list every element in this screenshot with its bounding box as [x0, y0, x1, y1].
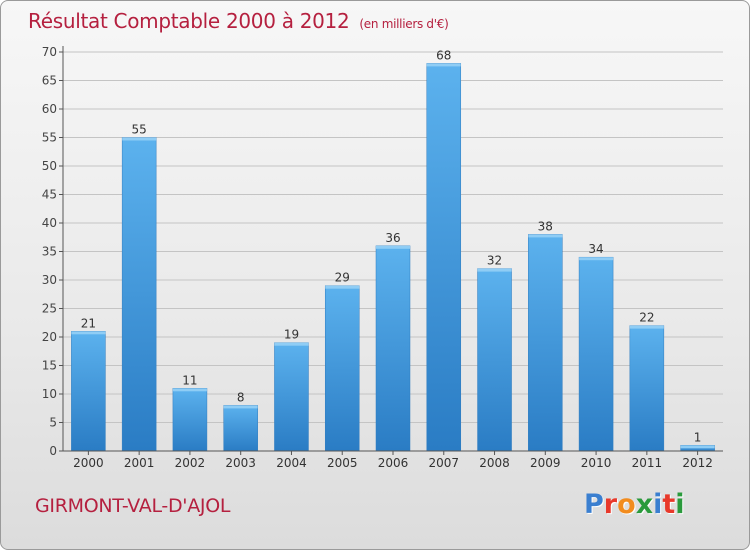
- proxiti-logo: Proxiti: [584, 489, 685, 520]
- bar-value-label: 68: [436, 48, 451, 62]
- bar-top-highlight: [325, 285, 360, 289]
- x-tick-label: 2000: [73, 456, 104, 470]
- logo-letter: o: [617, 489, 636, 520]
- bar-value-label: 34: [588, 242, 603, 256]
- x-tick-label: 2008: [479, 456, 510, 470]
- y-tick-label: 10: [42, 387, 57, 401]
- bar-2001: [121, 137, 157, 452]
- y-tick-label: 50: [42, 159, 57, 173]
- y-tick-label: 55: [42, 131, 57, 145]
- y-tick-label: 35: [42, 245, 57, 259]
- bar-value-label: 36: [385, 231, 400, 245]
- bar-2011: [629, 325, 665, 452]
- y-tick-label: 15: [42, 359, 57, 373]
- bar-2007: [426, 63, 462, 452]
- bar-top-highlight: [629, 325, 664, 329]
- y-tick-label: 0: [49, 444, 57, 458]
- x-tick-label: 2010: [581, 456, 612, 470]
- x-tick-label: 2004: [276, 456, 307, 470]
- bar-2000: [71, 331, 106, 452]
- chart-subtitle: (en milliers d'€): [359, 17, 449, 31]
- logo-letter: i: [675, 489, 685, 520]
- y-tick-label: 40: [42, 216, 57, 230]
- bar-2010: [578, 256, 614, 452]
- bar-2004: [274, 342, 309, 452]
- bar-2008: [477, 268, 512, 452]
- x-tick-label: 2002: [175, 456, 206, 470]
- logo-letter: P: [584, 489, 604, 520]
- bar-value-label: 1: [694, 430, 702, 444]
- y-tick-label: 25: [42, 302, 57, 316]
- bar-2003: [223, 405, 258, 452]
- y-tick-label: 20: [42, 330, 57, 344]
- bar-top-highlight: [122, 137, 157, 141]
- logo-letter: r: [603, 489, 618, 520]
- bar-value-label: 11: [182, 373, 197, 387]
- logo-letter: x: [635, 489, 654, 520]
- chart-title-text: Résultat Comptable 2000 à 2012: [28, 9, 350, 33]
- bar-top-highlight: [528, 234, 563, 238]
- bar-value-label: 29: [335, 271, 350, 285]
- bar-top-highlight: [579, 257, 614, 261]
- bar-top-highlight: [477, 268, 512, 272]
- town-name: GIRMONT-VAL-D'AJOL: [35, 495, 231, 517]
- bar-2002: [172, 388, 208, 452]
- bars: 21 55 11 8 19 29 36 68 32 38 34 22 1: [71, 48, 715, 452]
- bar-top-highlight: [376, 245, 410, 249]
- bar-value-label: 8: [237, 390, 245, 404]
- bar-2009: [528, 234, 563, 452]
- y-tick-label: 65: [42, 74, 57, 88]
- bar-value-label: 32: [487, 254, 502, 268]
- x-tick-label: 2011: [632, 456, 663, 470]
- logo-letter: i: [653, 489, 663, 520]
- y-tick-label: 70: [42, 45, 57, 59]
- y-tick-label: 60: [42, 102, 57, 116]
- y-tick-label: 5: [49, 416, 57, 430]
- bar-2005: [324, 285, 360, 452]
- bar-2006: [375, 245, 411, 452]
- bar-value-label: 55: [132, 123, 147, 137]
- y-tick-label: 45: [42, 188, 57, 202]
- x-tick-label: 2003: [225, 456, 256, 470]
- bar-top-highlight: [426, 63, 461, 67]
- logo-letter: t: [662, 489, 676, 520]
- x-tick-label: 2001: [124, 456, 155, 470]
- x-tick-label: 2007: [428, 456, 459, 470]
- bar-value-label: 38: [538, 219, 553, 233]
- y-tick-label: 30: [42, 273, 57, 287]
- x-tick-label: 2006: [378, 456, 409, 470]
- bar-value-label: 22: [639, 311, 654, 325]
- x-tick-label: 2005: [327, 456, 358, 470]
- x-tick-label: 2009: [530, 456, 561, 470]
- bar-value-label: 21: [81, 316, 96, 330]
- bar-top-highlight: [71, 331, 106, 335]
- bar-top-highlight: [274, 342, 309, 346]
- axes: 0 5 10 15 20 25 30 35 40 45 50 55 60 65 70 2000 2001 2002…: [42, 45, 723, 470]
- bar-value-label: 19: [284, 328, 299, 342]
- chart-title: Résultat Comptable 2000 à 2012 (en millie…: [28, 9, 449, 33]
- bar-top-highlight: [680, 445, 715, 449]
- bar-top-highlight: [223, 405, 258, 409]
- x-tick-label: 2012: [682, 456, 713, 470]
- bar-top-highlight: [172, 388, 207, 392]
